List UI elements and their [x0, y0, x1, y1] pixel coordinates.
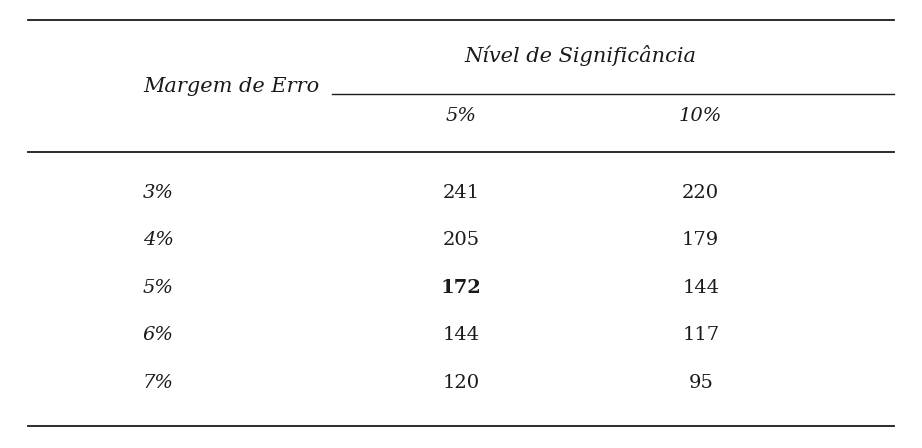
Text: 95: 95	[689, 374, 713, 392]
Text: 6%: 6%	[143, 326, 173, 344]
Text: 220: 220	[682, 184, 719, 202]
Text: 4%: 4%	[143, 231, 173, 249]
Text: 172: 172	[441, 279, 481, 297]
Text: 144: 144	[682, 279, 719, 297]
Text: 205: 205	[443, 231, 479, 249]
Text: Margem de Erro: Margem de Erro	[143, 77, 319, 96]
Text: 5%: 5%	[445, 108, 477, 125]
Text: 241: 241	[443, 184, 479, 202]
Text: 5%: 5%	[143, 279, 173, 297]
Text: 10%: 10%	[680, 108, 722, 125]
Text: 3%: 3%	[143, 184, 173, 202]
Text: 117: 117	[682, 326, 719, 344]
Text: 7%: 7%	[143, 374, 173, 392]
Text: 179: 179	[682, 231, 719, 249]
Text: 144: 144	[443, 326, 479, 344]
Text: Nível de Significância: Nível de Significância	[465, 46, 697, 66]
Text: 120: 120	[443, 374, 479, 392]
